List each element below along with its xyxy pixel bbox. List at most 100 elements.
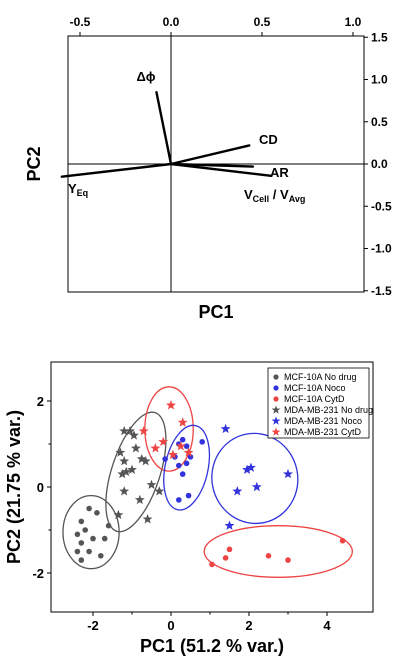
data-point-circle bbox=[162, 456, 168, 462]
loading-vector bbox=[60, 162, 173, 178]
top-x-tick-label: 0.0 bbox=[163, 15, 180, 29]
legend-box bbox=[267, 367, 370, 439]
x-tick-label: 4 bbox=[323, 618, 331, 633]
vcell-main: V bbox=[244, 187, 253, 202]
data-point-circle bbox=[265, 553, 272, 559]
biplot-panel: -0.5 0.0 0.5 1.0 1.5 1.0 0.5 0.0 -0.5 -1.0 -1.5 Δϕ… bbox=[24, 15, 392, 322]
data-point-circle bbox=[226, 546, 233, 553]
right-y-tick-label: -1.0 bbox=[371, 242, 392, 256]
data-point-star bbox=[183, 447, 194, 457]
data-point-star bbox=[251, 481, 262, 492]
vector-label-vcell: VCell / VAvg bbox=[244, 187, 305, 204]
data-point-circle bbox=[78, 557, 85, 563]
legend-marker bbox=[273, 396, 279, 402]
data-point-star bbox=[246, 462, 256, 472]
loading-vector bbox=[169, 144, 251, 166]
data-point-star bbox=[150, 443, 161, 453]
data-point-star bbox=[125, 425, 135, 436]
x-tick-label: -2 bbox=[87, 618, 99, 633]
data-point-star bbox=[138, 425, 149, 436]
right-y-tick-label: 0.5 bbox=[371, 115, 388, 129]
top-x-tick-label: 1.0 bbox=[345, 15, 362, 29]
data-point-circle bbox=[74, 548, 81, 555]
data-point-circle bbox=[86, 548, 92, 555]
cluster-ellipse bbox=[203, 525, 353, 578]
yeq-main: Y bbox=[68, 181, 77, 196]
legend-marker bbox=[271, 427, 281, 436]
y-tick-label: 0 bbox=[37, 480, 44, 495]
top-x-tick-label: 0.5 bbox=[254, 15, 271, 29]
data-point-star bbox=[130, 443, 141, 453]
data-point-circle bbox=[222, 555, 229, 561]
data-point-star bbox=[117, 468, 128, 479]
data-point-circle bbox=[105, 522, 112, 529]
data-point-circle bbox=[285, 557, 291, 563]
data-point-circle bbox=[101, 535, 108, 542]
biplot-xlabel: PC1 bbox=[198, 302, 233, 322]
legend-marker bbox=[273, 385, 279, 391]
data-point-star bbox=[129, 430, 139, 440]
cluster-ellipse bbox=[105, 411, 167, 533]
data-point-star bbox=[119, 456, 130, 466]
data-point-circle bbox=[185, 492, 192, 499]
legend-marker bbox=[271, 405, 281, 414]
data-point-star bbox=[242, 464, 252, 475]
data-point-star bbox=[168, 449, 178, 459]
data-point-star bbox=[175, 440, 186, 451]
vector-label-ar: AR bbox=[270, 165, 289, 180]
data-point-star bbox=[232, 486, 243, 496]
cluster-ellipse bbox=[163, 424, 211, 511]
legend-label: MCF-10A CytD bbox=[284, 394, 345, 404]
data-point-star bbox=[158, 436, 169, 447]
data-point-star bbox=[134, 494, 145, 505]
data-point-circle bbox=[82, 527, 88, 533]
scatter-ticks: -2 0 2 4 2 0 -2 bbox=[32, 394, 331, 633]
data-point-star bbox=[154, 486, 165, 496]
yeq-sub: Eq bbox=[77, 188, 89, 198]
legend-label: MDA-MB-231 No drug bbox=[284, 405, 373, 415]
data-point-circle bbox=[78, 540, 85, 546]
data-point-star bbox=[127, 464, 137, 475]
data-point-circle bbox=[94, 510, 100, 516]
data-point-circle bbox=[86, 505, 92, 512]
scatter-xlabel: PC1 (51.2 % var.) bbox=[140, 636, 284, 656]
y-tick-label: 2 bbox=[37, 394, 44, 409]
x-tick-label: 2 bbox=[245, 618, 252, 633]
legend-marker bbox=[273, 374, 279, 380]
x-tick-label: 0 bbox=[167, 618, 174, 633]
data-point-star bbox=[115, 447, 126, 457]
data-point-circle bbox=[183, 460, 190, 467]
data-point-circle bbox=[179, 436, 186, 443]
data-point-star bbox=[142, 514, 153, 524]
vector-label-dphi: Δϕ bbox=[136, 69, 155, 84]
biplot-vectors bbox=[60, 90, 273, 178]
legend-label: MDA-MB-231 CytD bbox=[284, 427, 362, 437]
data-point-star bbox=[224, 520, 235, 530]
data-point-circle bbox=[179, 471, 186, 477]
vcell-sep: / V bbox=[269, 187, 289, 202]
data-point-star bbox=[113, 509, 124, 520]
loading-vector bbox=[169, 162, 273, 178]
data-point-circle bbox=[187, 454, 194, 460]
right-y-tick-label: 0.0 bbox=[371, 157, 388, 171]
data-point-circle bbox=[176, 497, 182, 503]
biplot-ticks: -0.5 0.0 0.5 1.0 1.5 1.0 0.5 0.0 -0.5 -1.0 -1.5 bbox=[70, 15, 392, 298]
data-point-star bbox=[119, 425, 130, 436]
data-point-star bbox=[119, 486, 130, 496]
data-point-star bbox=[166, 400, 176, 410]
data-point-circle bbox=[74, 531, 81, 538]
data-point-star bbox=[177, 417, 188, 427]
scatter-ellipses bbox=[62, 386, 353, 578]
scatter-ylabel: PC2 (21.75 % var.) bbox=[4, 410, 24, 564]
data-point-circle bbox=[199, 439, 205, 445]
vector-label-yeq: YEq bbox=[68, 181, 88, 198]
loading-vector bbox=[155, 90, 173, 166]
data-point-star bbox=[283, 468, 293, 479]
cluster-ellipse bbox=[144, 386, 194, 472]
data-point-circle bbox=[176, 462, 182, 469]
scatter-points bbox=[74, 400, 346, 568]
legend-label: MCF-10A No drug bbox=[284, 372, 357, 382]
